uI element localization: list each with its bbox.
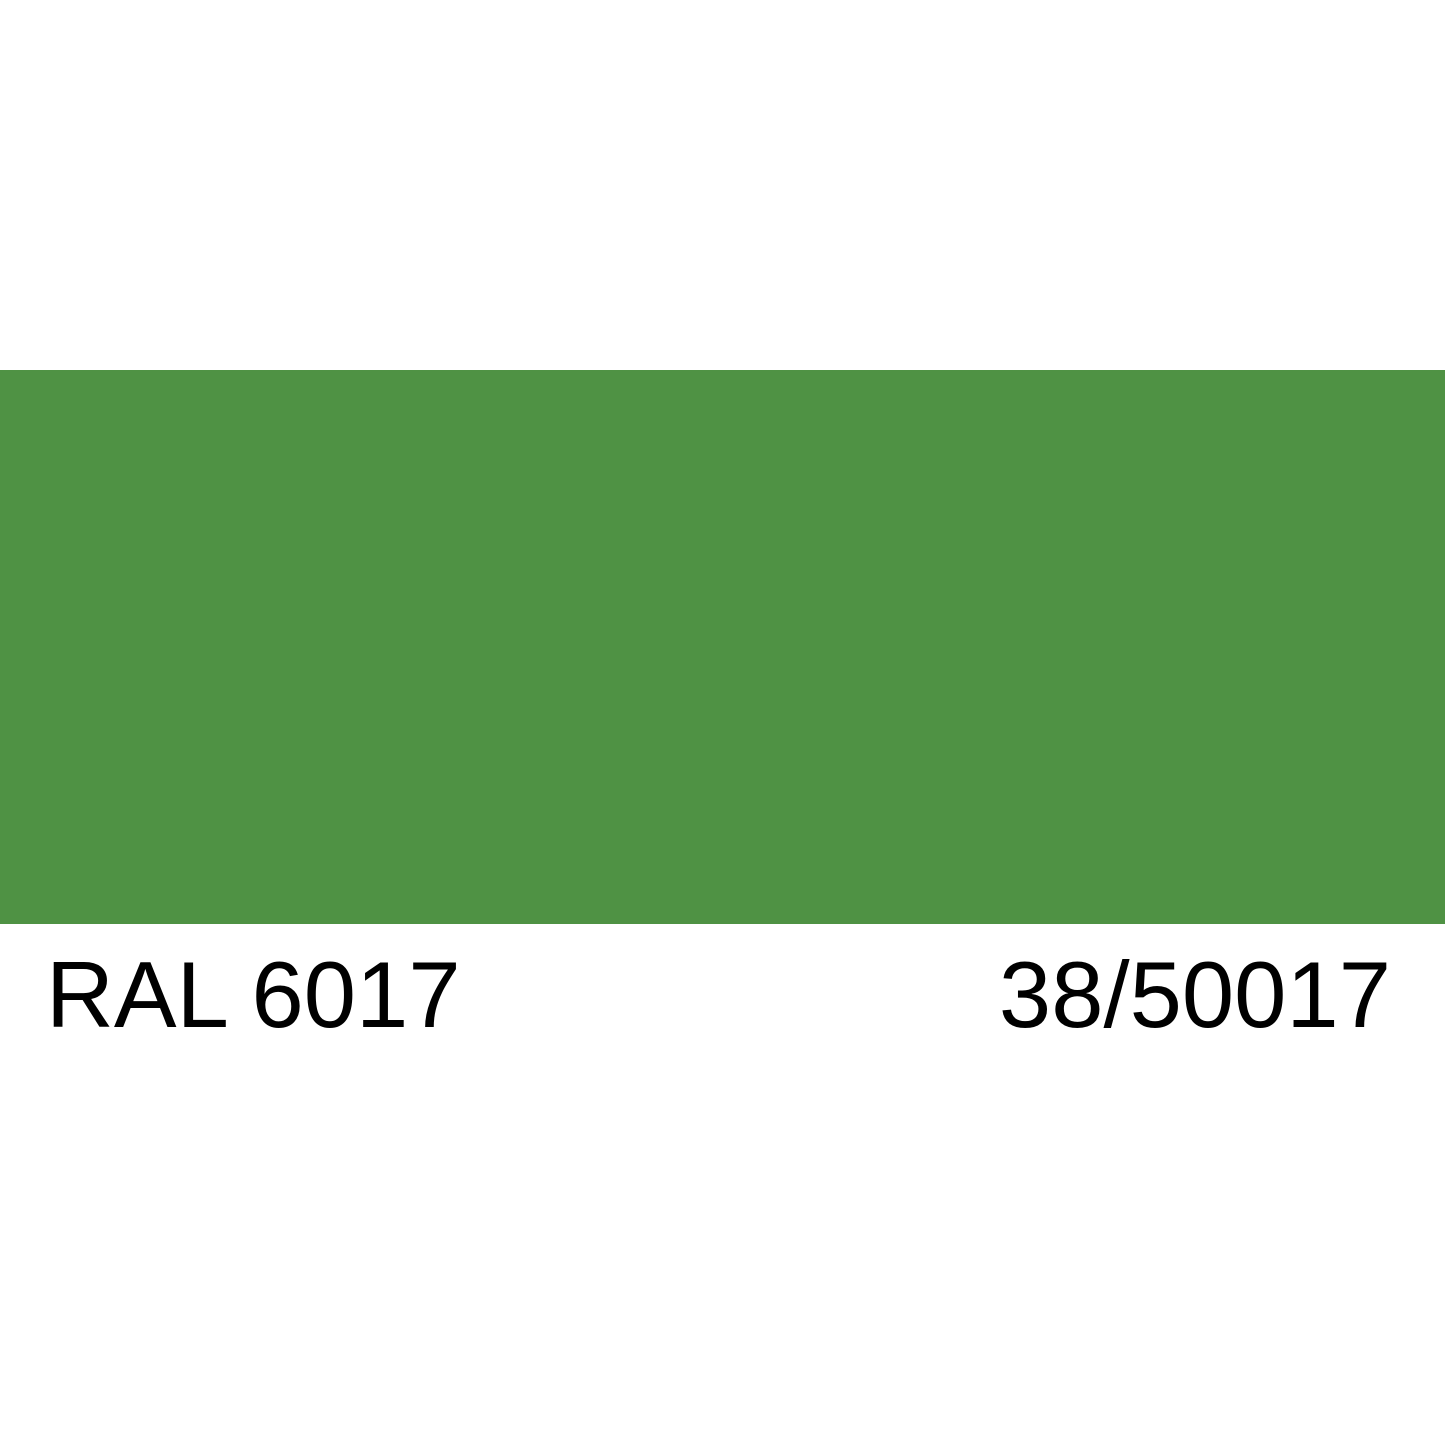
alt-code-label: 38/50017 xyxy=(998,942,1391,1047)
color-swatch xyxy=(0,370,1445,924)
ral-code-label: RAL 6017 xyxy=(46,942,461,1047)
